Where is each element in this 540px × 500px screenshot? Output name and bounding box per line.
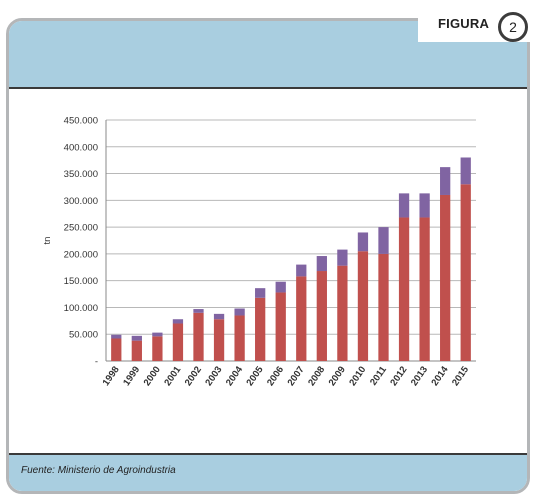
bar-2007-series-1: [296, 276, 307, 361]
bar-2004-series-1: [234, 315, 245, 361]
x-tick-label: 1998: [101, 364, 122, 388]
y-axis-label: tn: [42, 237, 53, 245]
x-tick-label: 2002: [183, 364, 204, 388]
bar-2009-series-2: [337, 249, 348, 266]
bar-2001-series-2: [172, 319, 184, 324]
x-tick-label: 2011: [368, 364, 389, 388]
source-note: Fuente: Ministerio de Agroindustria: [21, 465, 176, 476]
bar-2013-series-2: [419, 193, 430, 218]
x-tick-label: 2000: [142, 364, 163, 388]
bar-2011-series-1: [378, 253, 389, 361]
bar-1998-series-1: [111, 338, 122, 361]
bar-2015-series-2: [460, 157, 471, 185]
bar-2010-series-2: [357, 232, 369, 252]
bar-2007-series-2: [296, 264, 307, 277]
y-tick-label: 50.000: [69, 330, 98, 341]
bar-2005-series-1: [255, 297, 266, 361]
x-tick-label: 2007: [286, 364, 307, 388]
x-tick-label: 2014: [429, 364, 451, 388]
bar-2012-series-1: [398, 217, 410, 361]
footer-band: Fuente: Ministerio de Agroindustria: [9, 453, 527, 491]
figure-number-badge: 2: [498, 12, 528, 42]
bar-2010-series-1: [357, 251, 369, 361]
bar-2005-series-2: [255, 288, 266, 298]
stacked-bar-chart: - 50.000 100.000 150.000 200.000 250.000 300.0…: [42, 116, 476, 388]
bar-2000-series-1: [152, 336, 163, 361]
bar-2001-series-1: [172, 323, 184, 361]
bar-2009-series-1: [337, 265, 348, 361]
figure-label: FIGURA: [438, 16, 490, 31]
bar-2000-series-2: [152, 332, 163, 337]
bar-2006-series-1: [275, 292, 286, 361]
y-tick-label: 300.000: [64, 196, 98, 207]
x-tick-label: 2008: [306, 364, 327, 388]
bar-2002-series-1: [193, 312, 204, 361]
x-tick-label: 2005: [244, 364, 266, 388]
bar-2011-series-2: [378, 227, 389, 254]
bar-2008-series-2: [316, 256, 327, 272]
y-tick-label: 100.000: [64, 303, 98, 314]
bar-2014-series-2: [440, 167, 451, 195]
x-tick-label: 2015: [450, 364, 472, 388]
x-tick-label: 2013: [409, 364, 430, 388]
y-tick-label: -: [95, 357, 98, 368]
y-tick-label: 250.000: [64, 223, 98, 234]
bar-2008-series-1: [316, 271, 327, 361]
bar-2012-series-2: [398, 193, 410, 218]
x-tick-label: 2010: [347, 364, 368, 388]
bar-2014-series-1: [440, 194, 451, 361]
y-tick-label: 400.000: [64, 142, 98, 153]
bar-1998-series-2: [111, 334, 122, 339]
figure-number: 2: [509, 19, 517, 35]
bar-2003-series-1: [213, 319, 225, 361]
x-tick-label: 1999: [121, 364, 142, 388]
x-tick-label: 2001: [162, 364, 184, 388]
x-tick-label: 2004: [224, 364, 246, 388]
bar-2013-series-1: [419, 217, 430, 361]
bar-2002-series-2: [193, 309, 204, 313]
y-tick-label: 150.000: [64, 276, 98, 287]
y-tick-label: 200.000: [64, 249, 98, 260]
bar-1999-series-1: [131, 340, 142, 361]
x-tick-label: 2006: [265, 364, 286, 388]
x-tick-label: 2012: [388, 364, 409, 388]
y-tick-label: 450.000: [64, 116, 98, 127]
bar-1999-series-2: [131, 335, 142, 341]
bar-2006-series-2: [275, 281, 286, 293]
bar-2015-series-1: [460, 184, 471, 361]
bar-2003-series-2: [213, 313, 225, 320]
x-tick-label: 2003: [203, 364, 224, 388]
bar-2004-series-2: [234, 308, 245, 316]
y-tick-label: 350.000: [64, 169, 98, 180]
x-tick-label: 2009: [327, 364, 348, 388]
